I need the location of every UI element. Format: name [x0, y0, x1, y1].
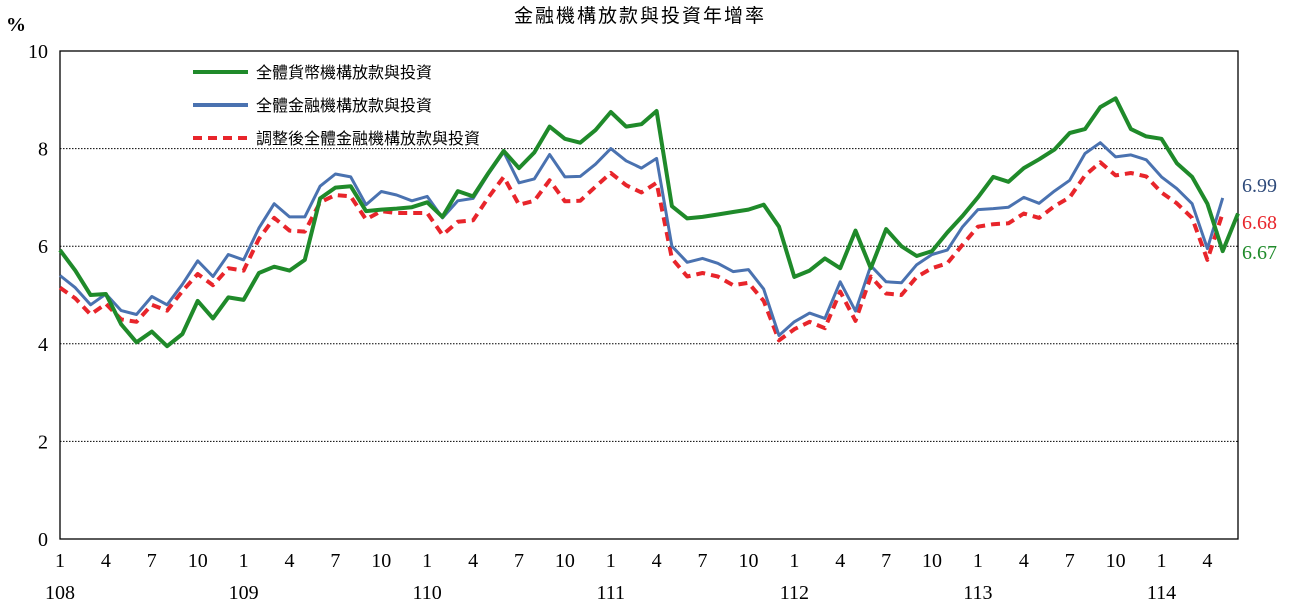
x-month-tick-label: 1 — [973, 550, 983, 572]
x-year-label: 108 — [45, 582, 75, 604]
x-year-label: 109 — [229, 582, 259, 604]
y-tick-label: 2 — [38, 431, 48, 453]
x-year-label: 111 — [596, 582, 625, 604]
y-tick-label: 0 — [38, 529, 48, 551]
y-tick-label: 4 — [38, 334, 48, 356]
x-month-tick-label: 10 — [188, 550, 208, 572]
y-tick-label: 8 — [38, 139, 48, 161]
x-month-tick-label: 7 — [514, 550, 524, 572]
x-axis-ticks: 1 4 7 10 1 4 7 10 1 4 7 10 1 4 7 10 1 4 7 10 1 4 7 10 1 4 108 109 11… — [45, 550, 1212, 604]
x-month-tick-label: 10 — [738, 550, 758, 572]
x-year-label: 113 — [963, 582, 992, 604]
end-value-label: 6.99 — [1242, 175, 1277, 197]
x-month-tick-label: 7 — [147, 550, 157, 572]
legend-label: 全體貨幣機構放款與投資 — [256, 63, 432, 82]
x-month-tick-label: 4 — [468, 550, 478, 572]
x-month-tick-label: 4 — [101, 550, 111, 572]
x-month-tick-label: 1 — [239, 550, 249, 572]
end-value-label: 6.67 — [1242, 242, 1277, 264]
x-year-label: 110 — [413, 582, 442, 604]
x-month-tick-label: 10 — [1106, 550, 1126, 572]
plot-area-frame — [59, 50, 1239, 540]
x-month-tick-label: 10 — [555, 550, 575, 572]
x-month-tick-label: 7 — [1065, 550, 1075, 572]
x-month-tick-label: 4 — [652, 550, 662, 572]
end-value-labels: 6.99 6.68 6.67 — [1242, 175, 1277, 264]
x-month-tick-label: 10 — [371, 550, 391, 572]
series-line — [59, 141, 1225, 337]
x-month-tick-label: 7 — [881, 550, 891, 572]
series-line — [58, 96, 1240, 349]
x-month-tick-label: 4 — [1202, 550, 1212, 572]
x-month-tick-label: 4 — [284, 550, 294, 572]
series-lines — [58, 96, 1240, 349]
y-tick-label: 6 — [38, 236, 48, 258]
x-month-tick-label: 7 — [698, 550, 708, 572]
x-month-tick-label: 1 — [1157, 550, 1167, 572]
legend-label: 調整後全體金融機構放款與投資 — [256, 129, 480, 148]
series-line — [58, 160, 1225, 343]
y-unit-label: % — [6, 14, 26, 36]
x-year-label: 114 — [1147, 582, 1176, 604]
x-month-tick-label: 1 — [789, 550, 799, 572]
x-month-tick-label: 4 — [835, 550, 845, 572]
y-axis-ticks: 0 2 4 6 8 10 — [28, 41, 48, 551]
end-value-label: 6.68 — [1242, 212, 1277, 234]
x-month-tick-label: 10 — [922, 550, 942, 572]
chart-title: 金融機構放款與投資年增率 — [514, 5, 766, 27]
x-month-tick-label: 7 — [330, 550, 340, 572]
legend-label: 全體金融機構放款與投資 — [256, 96, 432, 115]
y-tick-label: 10 — [28, 41, 48, 63]
x-year-label: 112 — [780, 582, 809, 604]
gridlines — [60, 148, 1238, 442]
x-month-tick-label: 1 — [55, 550, 65, 572]
x-month-tick-label: 4 — [1019, 550, 1029, 572]
x-month-tick-label: 1 — [606, 550, 616, 572]
x-month-tick-label: 1 — [422, 550, 432, 572]
